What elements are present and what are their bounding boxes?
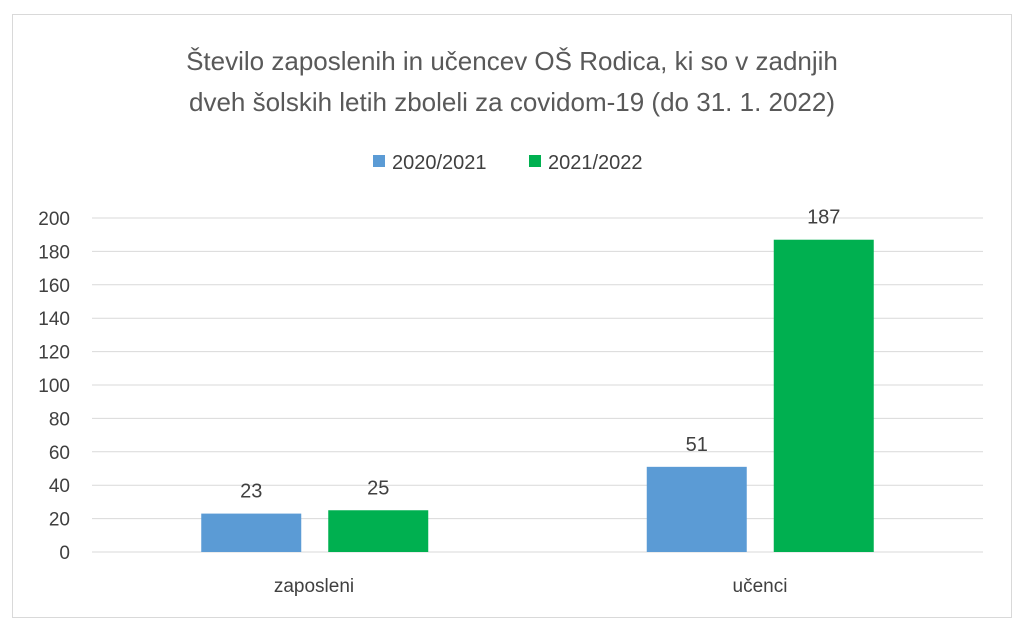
data-label-0-1: 25 [367,477,389,499]
legend-swatch-2020-2021 [373,155,385,167]
y-tick-label-100: 100 [38,376,70,397]
y-tick-label-60: 60 [49,443,70,464]
bar-0-1 [328,510,429,552]
y-tick-label-140: 140 [38,309,70,330]
data-label-1-0: 51 [686,434,708,456]
y-tick-label-20: 20 [49,510,70,531]
legend: 2020/2021 2021/2022 [373,152,643,174]
y-tick-label-180: 180 [38,242,70,263]
bar-1-0 [646,466,747,552]
y-tick-label-0: 0 [59,543,70,564]
y-tick-label-80: 80 [49,409,70,430]
data-label-1-1: 187 [807,207,840,229]
data-label-0-0: 23 [240,481,262,503]
bar-1-1 [773,239,874,552]
y-tick-label-160: 160 [38,276,70,297]
y-axis: 0 20 40 60 80 100 120 140 160 180 200 [38,209,70,564]
bar-0-0 [201,513,302,552]
y-tick-label-120: 120 [38,343,70,364]
data-labels: 23 25 51 187 [240,207,840,503]
legend-swatch-2021-2022 [529,155,541,167]
category-label-ucenci: učenci [733,576,788,597]
y-tick-label-40: 40 [49,476,70,497]
bars [201,239,874,552]
chart-title-line-2: dveh šolskih letih zboleli za covidom-19… [189,87,835,117]
y-tick-label-200: 200 [38,209,70,230]
legend-label-2020-2021: 2020/2021 [392,152,487,174]
legend-label-2021-2022: 2021/2022 [548,152,643,174]
chart-title-line-1: Število zaposlenih in učencev OŠ Rodica,… [186,46,838,76]
category-label-zaposleni: zaposleni [274,576,354,597]
